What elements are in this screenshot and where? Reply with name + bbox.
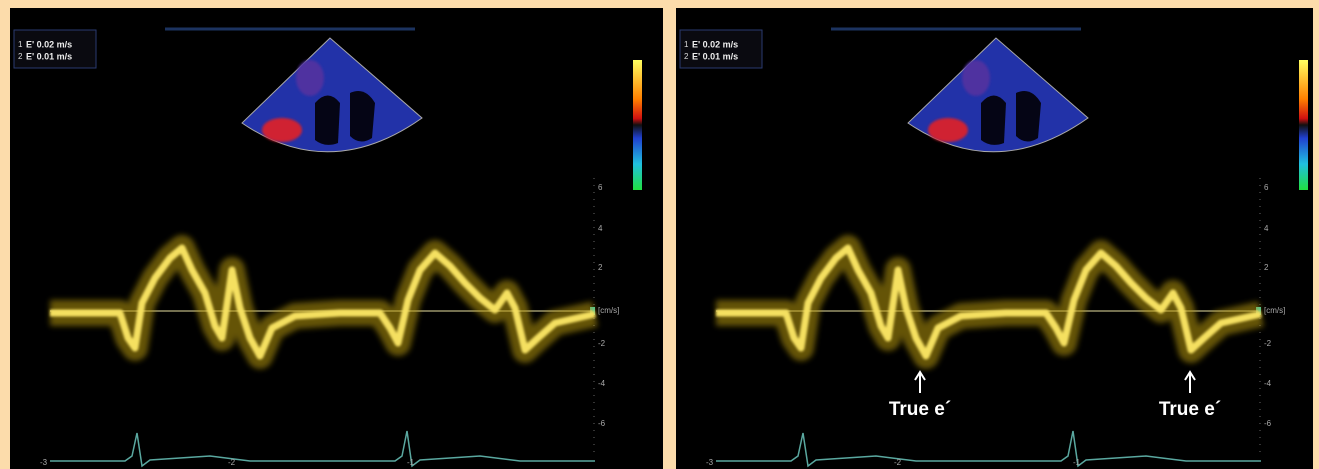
color-bar	[633, 60, 642, 190]
time-label: -1	[1073, 458, 1081, 467]
time-label: -3	[706, 458, 714, 467]
time-label: -2	[894, 458, 902, 467]
legend-text: E' 0.02 m/s	[26, 39, 72, 49]
time-label: -2	[228, 458, 236, 467]
scale-label: -2	[598, 339, 606, 348]
figure: 1E' 0.02 m/s2E' 0.01 m/s642[cm/s]-2-4-6-…	[0, 0, 1319, 469]
sector-chamber	[350, 91, 375, 142]
legend-index: 1	[684, 40, 689, 49]
sector-flow	[262, 118, 302, 142]
scale-label: 6	[598, 183, 603, 192]
scale-label: -4	[1264, 379, 1272, 388]
scale-label: 2	[1264, 263, 1269, 272]
sector-flow	[962, 60, 990, 96]
legend-index: 2	[684, 52, 689, 61]
scale-label: -6	[1264, 419, 1272, 428]
scale-label: -2	[1264, 339, 1272, 348]
scale-label: [cm/s]	[1264, 306, 1285, 315]
sector-flow	[296, 60, 324, 96]
time-label: -1	[407, 458, 415, 467]
sector-chamber	[315, 96, 340, 145]
scale-label: 2	[598, 263, 603, 272]
sector-chamber	[1016, 91, 1041, 142]
sector-flow	[928, 118, 968, 142]
scale-label: 4	[598, 224, 603, 233]
scale-label: -4	[598, 379, 606, 388]
legend-text: E' 0.02 m/s	[692, 39, 738, 49]
sector-chamber	[981, 96, 1006, 145]
legend-index: 2	[18, 52, 23, 61]
scale-label: [cm/s]	[598, 306, 619, 315]
legend-text: E' 0.01 m/s	[26, 51, 72, 61]
scale-label: 4	[1264, 224, 1269, 233]
legend-text: E' 0.01 m/s	[692, 51, 738, 61]
time-label: -3	[40, 458, 48, 467]
legend-index: 1	[18, 40, 23, 49]
scale-label: 6	[1264, 183, 1269, 192]
annotation: True e´	[1159, 399, 1221, 420]
color-bar	[1299, 60, 1308, 190]
scale-label: -6	[598, 419, 606, 428]
annotation: True e´	[889, 399, 951, 420]
